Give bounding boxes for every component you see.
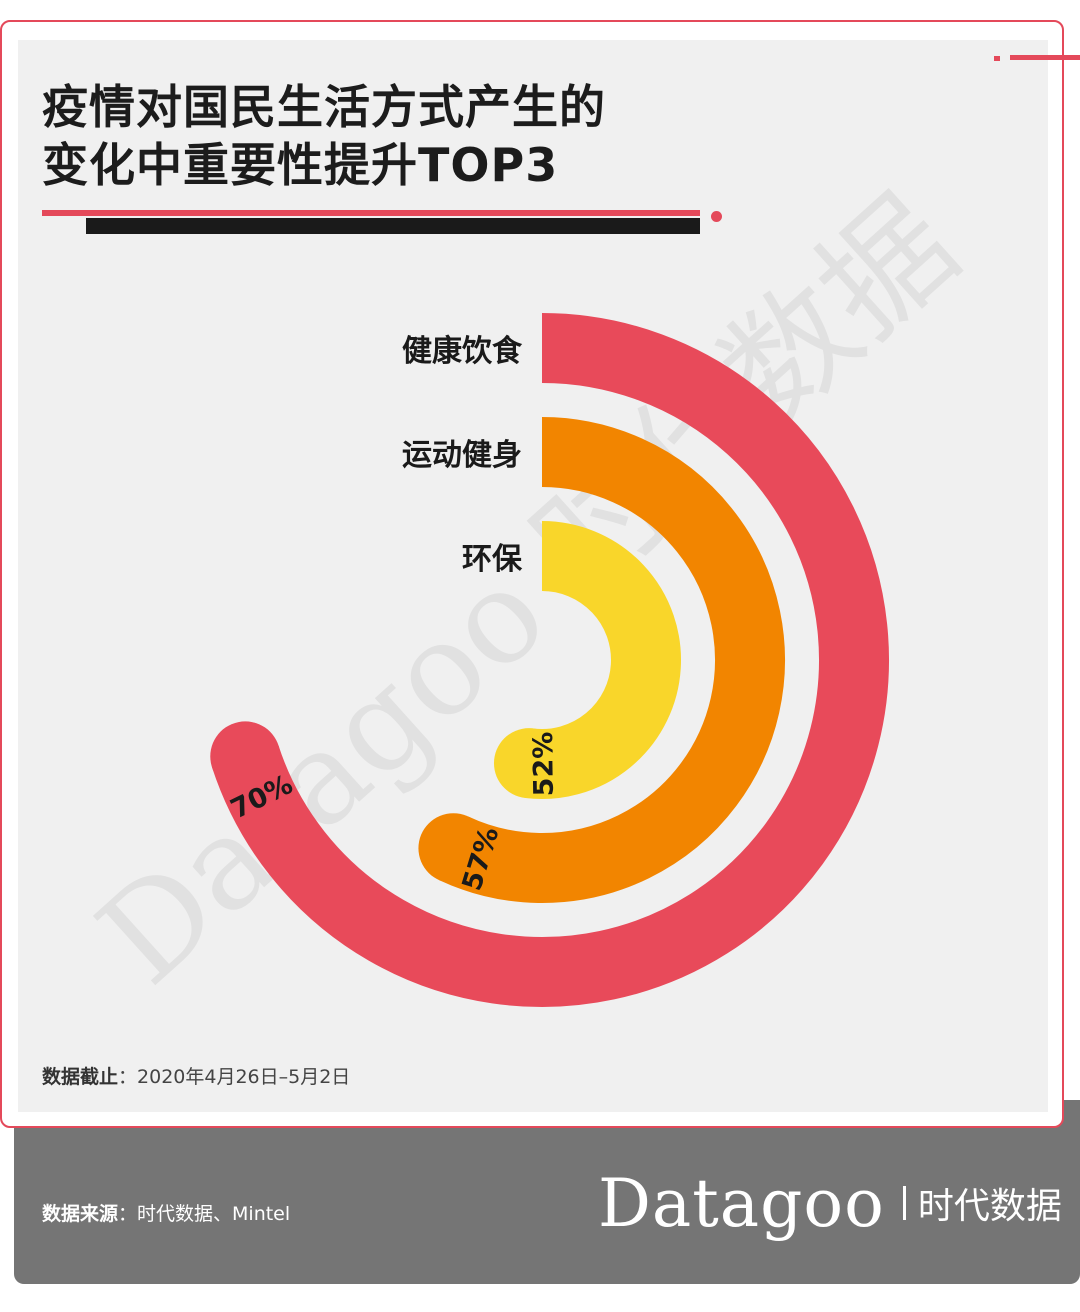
radial-bar [438, 417, 785, 903]
corner-line [1010, 55, 1080, 60]
chart-title: 疫情对国民生活方式产生的 变化中重要性提升TOP3 [42, 78, 606, 194]
brand: Datagoo 时代数据 [598, 1165, 1062, 1242]
data-cutoff-date: ：2020年4月26日–5月2日 [118, 1066, 351, 1088]
radial-bar [212, 313, 889, 1007]
title-line-1: 疫情对国民生活方式产生的 [42, 80, 606, 134]
brand-separator [902, 1186, 906, 1220]
radial-bar-cap [493, 728, 564, 799]
category-label: 健康饮食 [402, 334, 523, 369]
brand-logo: Datagoo [598, 1165, 885, 1242]
title-underline-red [42, 210, 700, 216]
title-underline-dot [711, 211, 722, 222]
radial-bar-cap [210, 721, 281, 792]
data-source: 数据来源：时代数据、Mintel [42, 1199, 290, 1226]
value-label: 52% [528, 731, 560, 796]
data-source-text: ：时代数据、Mintel [118, 1203, 291, 1225]
category-label: 环保 [462, 542, 523, 577]
data-source-label: 数据来源 [42, 1203, 119, 1225]
corner-dot [994, 56, 1000, 61]
data-cutoff-note: 数据截止：2020年4月26日–5月2日 [42, 1062, 350, 1089]
category-label: 运动健身 [402, 438, 522, 473]
footer-band [14, 1100, 1080, 1284]
data-cutoff-label: 数据截止 [42, 1066, 119, 1088]
radial-bar-cap [418, 813, 489, 884]
title-line-2: 变化中重要性提升TOP3 [42, 138, 559, 192]
radial-bar [524, 521, 681, 799]
brand-name-cn: 时代数据 [917, 1186, 1062, 1227]
title-underline-black [86, 218, 700, 234]
